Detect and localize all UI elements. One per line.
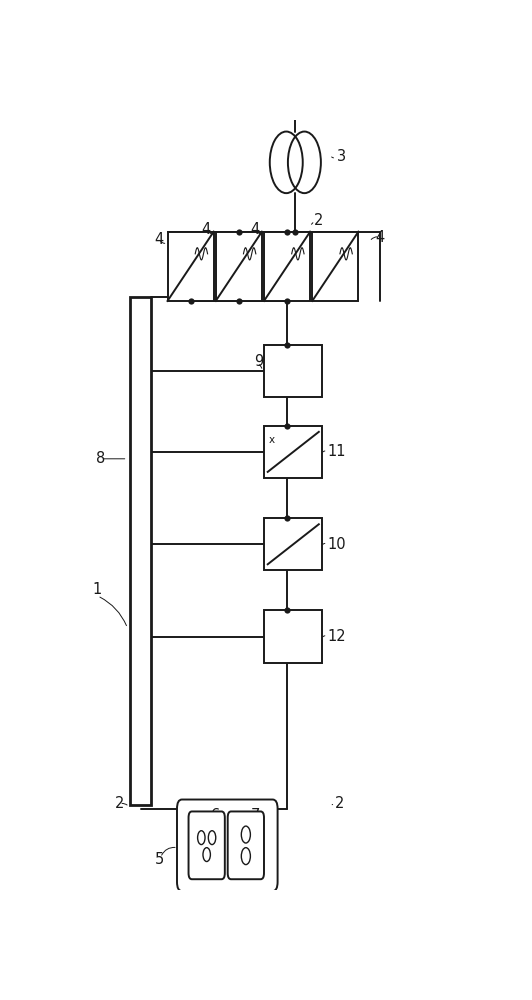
Bar [130,297,151,805]
Bar [168,232,214,301]
FancyBboxPatch shape [228,811,264,879]
Text: 4: 4 [154,232,163,247]
Text: 5: 5 [155,852,164,867]
Bar [264,610,322,663]
Text: 8: 8 [96,451,105,466]
Bar [264,426,322,478]
Text: 4: 4 [201,222,211,237]
Text: 4: 4 [375,230,384,245]
Text: 6: 6 [211,808,220,823]
Bar [264,345,322,397]
Text: 1: 1 [92,582,101,597]
Text: 4: 4 [250,222,259,237]
FancyBboxPatch shape [188,811,225,879]
Text: 9: 9 [254,354,263,369]
Bar [312,232,359,301]
Bar [264,518,322,570]
FancyBboxPatch shape [177,800,278,891]
Text: 3: 3 [337,149,346,164]
Text: 2: 2 [335,796,345,811]
Bar [216,232,262,301]
Bar [264,232,310,301]
Text: 7: 7 [251,808,261,823]
Text: x: x [269,435,275,445]
Text: 10: 10 [328,537,346,552]
Text: 2: 2 [115,796,124,811]
Text: 11: 11 [328,444,346,459]
Text: 2: 2 [314,213,323,228]
Text: 12: 12 [328,629,346,644]
